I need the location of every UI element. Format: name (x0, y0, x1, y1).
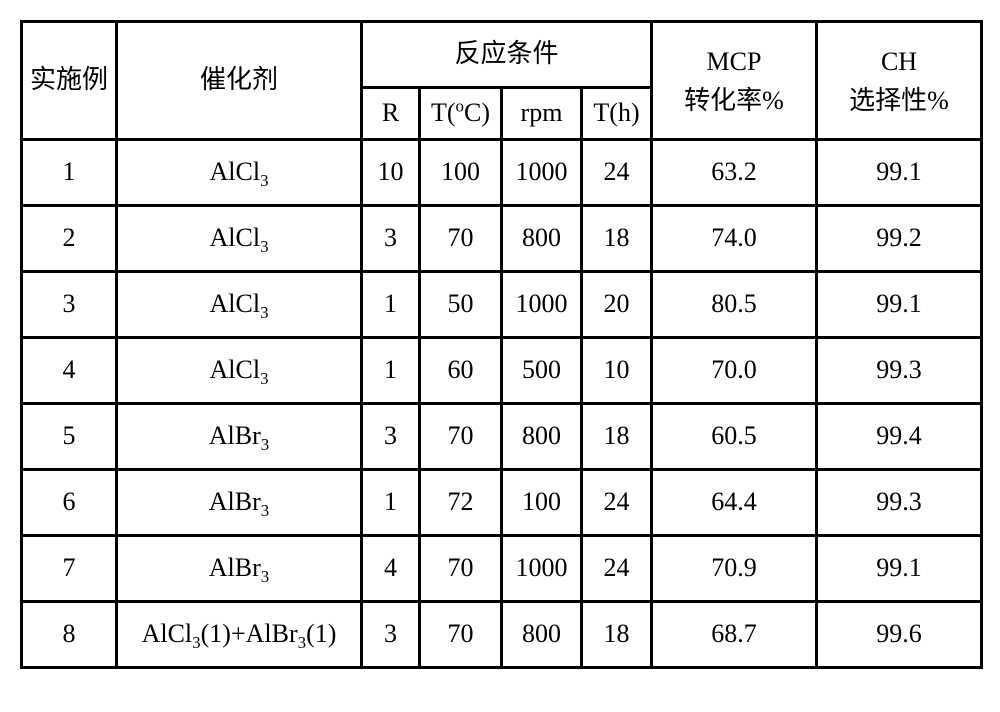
cell-Th: 24 (582, 140, 652, 206)
cell-TC: 70 (420, 206, 502, 272)
cell-Th: 18 (582, 404, 652, 470)
cell-example: 6 (22, 470, 117, 536)
cell-TC: 100 (420, 140, 502, 206)
cell-ch: 99.6 (817, 602, 982, 668)
cell-Th: 24 (582, 536, 652, 602)
table-row: 4AlCl31605001070.099.3 (22, 338, 982, 404)
table-row: 5AlBr33708001860.599.4 (22, 404, 982, 470)
cell-rpm: 800 (502, 602, 582, 668)
cell-R: 3 (362, 206, 420, 272)
cell-example: 4 (22, 338, 117, 404)
cell-catalyst: AlCl3 (117, 206, 362, 272)
cell-ch: 99.4 (817, 404, 982, 470)
mcp-line2: 转化率% (684, 86, 784, 115)
cell-example: 1 (22, 140, 117, 206)
table-row: 7AlBr347010002470.999.1 (22, 536, 982, 602)
data-table-container: 实施例 催化剂 反应条件 MCP 转化率% CH 选择性% R T(oC) rp… (20, 20, 980, 669)
ch-line2: 选择性% (849, 86, 949, 115)
cell-example: 3 (22, 272, 117, 338)
table-row: 3AlCl315010002080.599.1 (22, 272, 982, 338)
cell-rpm: 1000 (502, 140, 582, 206)
cell-rpm: 800 (502, 206, 582, 272)
table-header: 实施例 催化剂 反应条件 MCP 转化率% CH 选择性% R T(oC) rp… (22, 22, 982, 140)
cell-R: 10 (362, 140, 420, 206)
cell-Th: 24 (582, 470, 652, 536)
cell-rpm: 500 (502, 338, 582, 404)
cell-catalyst: AlBr3 (117, 536, 362, 602)
cell-ch: 99.1 (817, 140, 982, 206)
cell-catalyst: AlCl3(1)+AlBr3(1) (117, 602, 362, 668)
cell-mcp: 64.4 (652, 470, 817, 536)
table-row: 2AlCl33708001874.099.2 (22, 206, 982, 272)
cell-example: 2 (22, 206, 117, 272)
col-header-ch: CH 选择性% (817, 22, 982, 140)
cell-example: 7 (22, 536, 117, 602)
cell-Th: 20 (582, 272, 652, 338)
col-header-Th: T(h) (582, 88, 652, 140)
cell-R: 1 (362, 470, 420, 536)
cell-ch: 99.1 (817, 536, 982, 602)
cell-catalyst: AlBr3 (117, 470, 362, 536)
tc-prefix: T( (431, 98, 456, 127)
cell-mcp: 68.7 (652, 602, 817, 668)
cell-catalyst: AlBr3 (117, 404, 362, 470)
col-header-example: 实施例 (22, 22, 117, 140)
cell-rpm: 100 (502, 470, 582, 536)
cell-catalyst: AlCl3 (117, 140, 362, 206)
cell-mcp: 60.5 (652, 404, 817, 470)
tc-suffix: C) (464, 98, 490, 127)
cell-mcp: 70.0 (652, 338, 817, 404)
cell-mcp: 80.5 (652, 272, 817, 338)
cell-R: 3 (362, 602, 420, 668)
cell-ch: 99.3 (817, 338, 982, 404)
cell-R: 1 (362, 338, 420, 404)
col-header-T-celsius: T(oC) (420, 88, 502, 140)
col-header-R: R (362, 88, 420, 140)
cell-rpm: 800 (502, 404, 582, 470)
cell-TC: 70 (420, 536, 502, 602)
header-row-1: 实施例 催化剂 反应条件 MCP 转化率% CH 选择性% (22, 22, 982, 88)
cell-TC: 70 (420, 404, 502, 470)
cell-R: 3 (362, 404, 420, 470)
cell-example: 8 (22, 602, 117, 668)
ch-line1: CH (881, 47, 917, 76)
cell-ch: 99.1 (817, 272, 982, 338)
cell-rpm: 1000 (502, 272, 582, 338)
cell-TC: 60 (420, 338, 502, 404)
table-row: 8AlCl3(1)+AlBr3(1)3708001868.799.6 (22, 602, 982, 668)
cell-catalyst: AlCl3 (117, 338, 362, 404)
cell-Th: 10 (582, 338, 652, 404)
cell-TC: 72 (420, 470, 502, 536)
table-row: 1AlCl31010010002463.299.1 (22, 140, 982, 206)
table-row: 6AlBr31721002464.499.3 (22, 470, 982, 536)
mcp-line1: MCP (707, 47, 762, 76)
table-body: 1AlCl31010010002463.299.12AlCl3370800187… (22, 140, 982, 668)
cell-example: 5 (22, 404, 117, 470)
col-header-rpm: rpm (502, 88, 582, 140)
cell-R: 4 (362, 536, 420, 602)
cell-rpm: 1000 (502, 536, 582, 602)
cell-mcp: 74.0 (652, 206, 817, 272)
cell-mcp: 63.2 (652, 140, 817, 206)
cell-R: 1 (362, 272, 420, 338)
reaction-conditions-table: 实施例 催化剂 反应条件 MCP 转化率% CH 选择性% R T(oC) rp… (20, 20, 983, 669)
cell-ch: 99.3 (817, 470, 982, 536)
cell-mcp: 70.9 (652, 536, 817, 602)
cell-catalyst: AlCl3 (117, 272, 362, 338)
col-header-mcp: MCP 转化率% (652, 22, 817, 140)
cell-TC: 50 (420, 272, 502, 338)
col-header-catalyst: 催化剂 (117, 22, 362, 140)
cell-ch: 99.2 (817, 206, 982, 272)
cell-Th: 18 (582, 206, 652, 272)
tc-unit-sup: o (456, 97, 464, 116)
cell-TC: 70 (420, 602, 502, 668)
col-header-conditions-group: 反应条件 (362, 22, 652, 88)
cell-Th: 18 (582, 602, 652, 668)
